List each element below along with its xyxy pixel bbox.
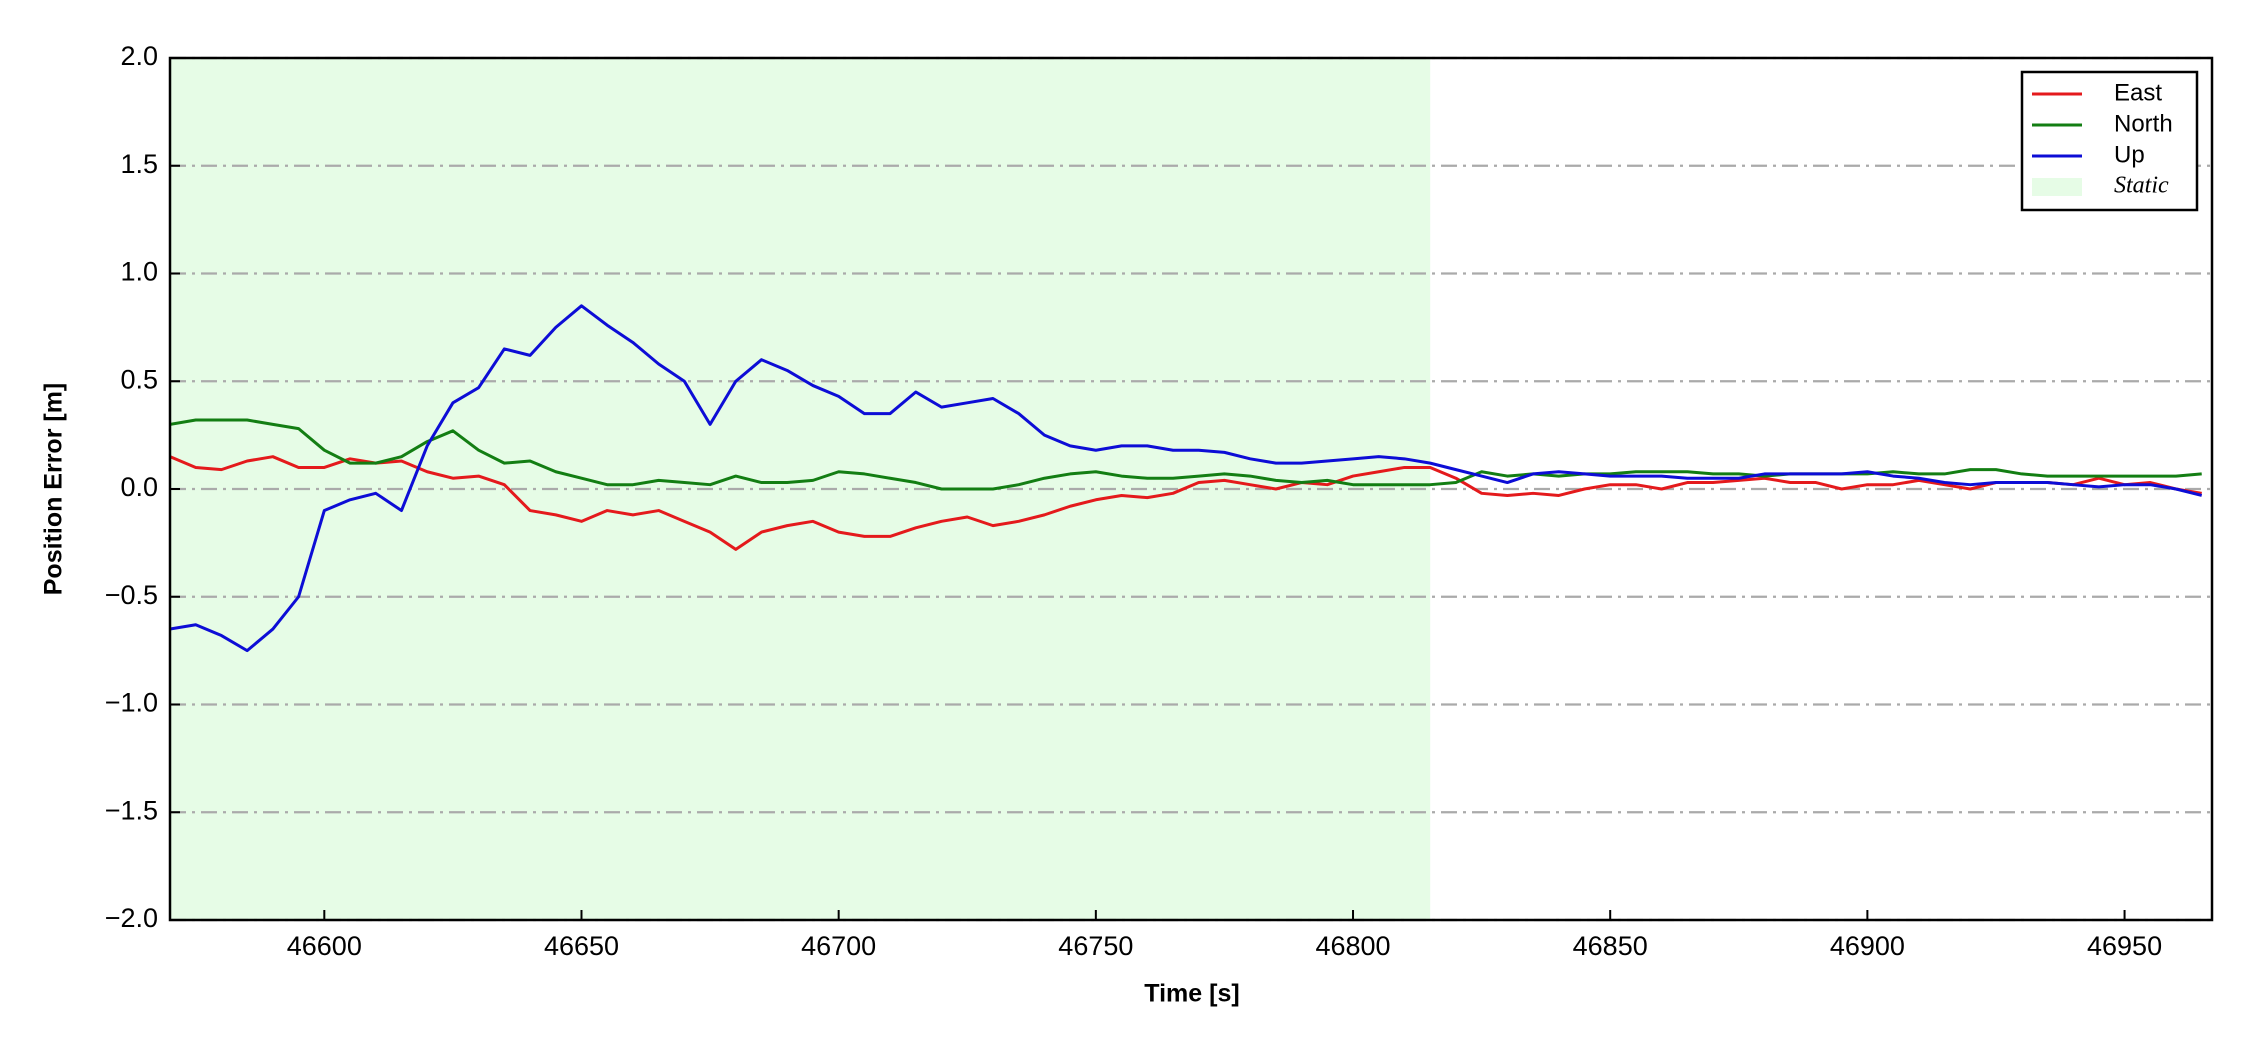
x-tick-label: 46750 (1058, 931, 1133, 961)
series-line (170, 418, 2202, 491)
y-tick-label: 0.0 (120, 472, 158, 502)
x-tick-label: 46900 (1830, 931, 1905, 961)
legend-label: Static (2114, 173, 2169, 199)
x-axis-label: Time [s] (1144, 980, 1239, 1008)
plot-frame (168, 56, 2214, 922)
x-tick-label: 46700 (801, 931, 876, 961)
y-tick-label: −1.0 (105, 688, 158, 718)
series-line (170, 304, 2203, 653)
x-tick-label: 46650 (544, 931, 619, 961)
y-tick-label: 0.5 (120, 364, 158, 394)
legend-label: North (2114, 110, 2173, 137)
legend-swatch (2032, 178, 2082, 196)
x-tick-label: 46800 (1315, 931, 1390, 961)
y-tick-label: 1.5 (120, 149, 158, 179)
y-tick-label: 2.0 (120, 41, 158, 71)
y-tick-label: −2.0 (105, 903, 158, 933)
series-line (170, 455, 2202, 551)
x-tick-label: 46850 (1573, 931, 1648, 961)
y-axis-label: Position Error [m] (40, 383, 68, 596)
y-tick-label: −0.5 (105, 580, 158, 610)
legend-label: Up (2114, 141, 2145, 168)
legend: East North Up Static (2020, 70, 2199, 212)
x-tick-label: 46600 (287, 931, 362, 961)
x-tick-label: 46950 (2087, 931, 2162, 961)
y-tick-label: 1.0 (120, 257, 158, 287)
y-tick-label: −1.5 (105, 795, 158, 825)
legend-label: East (2114, 79, 2162, 106)
